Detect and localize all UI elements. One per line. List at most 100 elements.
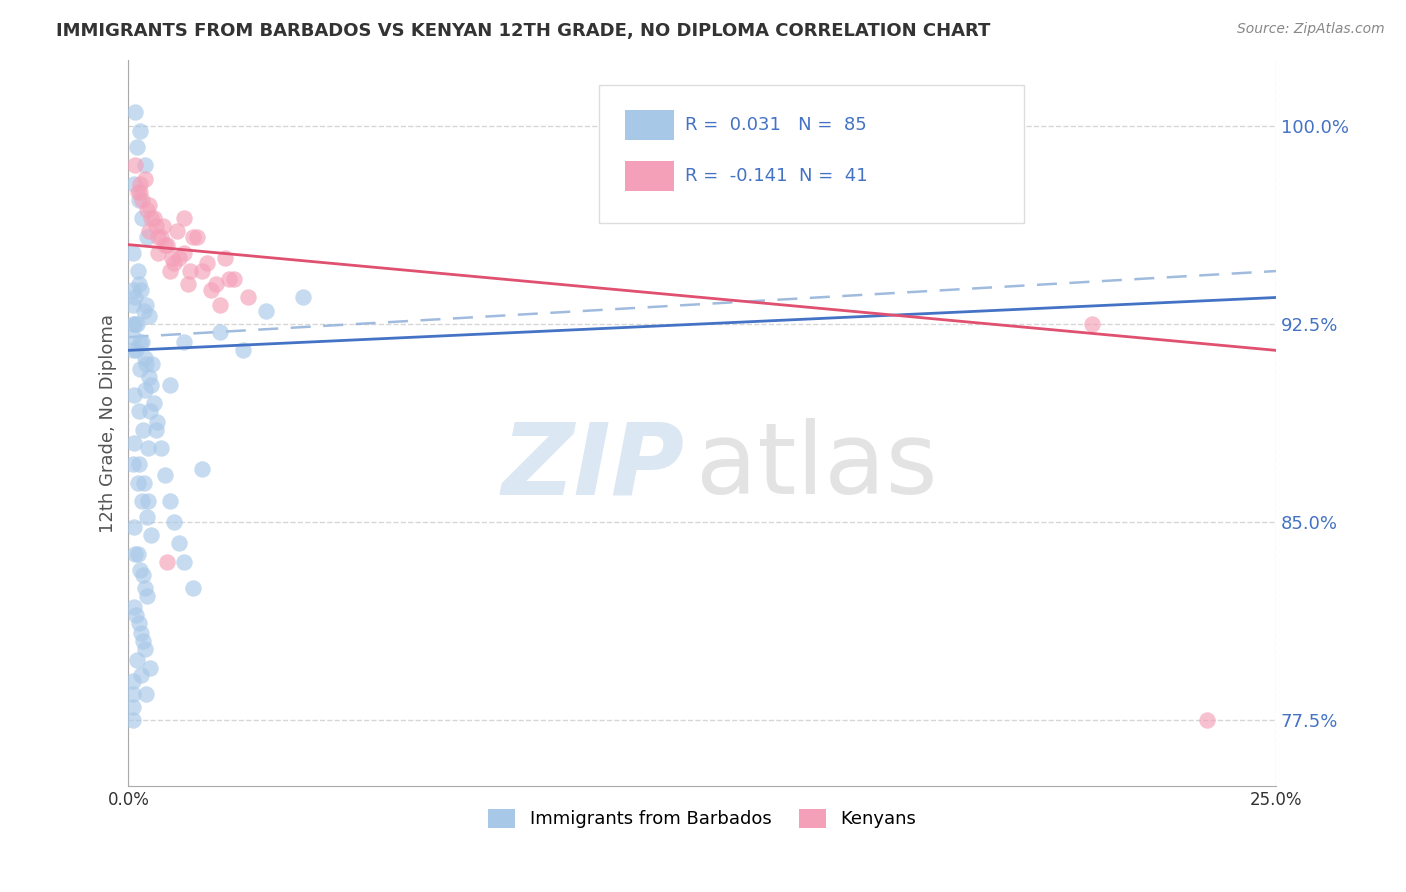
Text: Source: ZipAtlas.com: Source: ZipAtlas.com: [1237, 22, 1385, 37]
Point: [132, 475, 155, 490]
Point: [129, 177, 152, 191]
Point: [1081, 317, 1104, 331]
Point: [122, 457, 145, 471]
Point: [122, 700, 145, 714]
Point: [128, 193, 150, 207]
Point: [122, 520, 145, 534]
Point: [173, 245, 195, 260]
Point: [159, 264, 181, 278]
Point: [122, 245, 145, 260]
Point: [135, 298, 157, 312]
Text: ZIP: ZIP: [502, 418, 685, 516]
Point: [129, 626, 152, 640]
Point: [149, 229, 172, 244]
Point: [181, 229, 204, 244]
Point: [236, 291, 259, 305]
Point: [122, 298, 145, 312]
Text: R =  -0.141  N =  41: R = -0.141 N = 41: [685, 167, 868, 185]
Point: [141, 528, 163, 542]
Point: [167, 251, 190, 265]
Point: [218, 272, 240, 286]
Point: [124, 158, 146, 172]
Point: [134, 171, 156, 186]
Point: [1197, 714, 1219, 728]
Point: [163, 256, 186, 270]
Point: [138, 404, 160, 418]
Text: IMMIGRANTS FROM BARBADOS VS KENYAN 12TH GRADE, NO DIPLOMA CORRELATION CHART: IMMIGRANTS FROM BARBADOS VS KENYAN 12TH …: [56, 22, 991, 40]
Point: [134, 158, 156, 172]
Point: [200, 283, 222, 297]
Point: [159, 494, 181, 508]
Point: [148, 229, 170, 244]
Point: [145, 423, 167, 437]
Point: [191, 264, 214, 278]
Point: [134, 581, 156, 595]
Point: [131, 335, 153, 350]
Point: [152, 219, 174, 233]
Point: [209, 325, 232, 339]
Point: [125, 343, 148, 358]
Text: R =  0.031   N =  85: R = 0.031 N = 85: [685, 116, 866, 134]
Point: [153, 467, 176, 482]
Point: [122, 687, 145, 701]
Point: [135, 229, 157, 244]
Point: [122, 177, 145, 191]
Point: [135, 509, 157, 524]
Point: [153, 237, 176, 252]
Point: [122, 388, 145, 402]
Point: [173, 335, 195, 350]
Point: [129, 362, 152, 376]
Point: [139, 660, 162, 674]
Point: [132, 423, 155, 437]
Point: [142, 396, 165, 410]
FancyBboxPatch shape: [626, 161, 673, 191]
Point: [122, 343, 145, 358]
Point: [159, 377, 181, 392]
Point: [128, 457, 150, 471]
Point: [138, 369, 160, 384]
Point: [129, 185, 152, 199]
Point: [122, 317, 145, 331]
Point: [135, 203, 157, 218]
Point: [131, 211, 153, 226]
Point: [127, 264, 149, 278]
Point: [173, 555, 195, 569]
Point: [127, 547, 149, 561]
Point: [128, 277, 150, 292]
Point: [135, 687, 157, 701]
Point: [127, 185, 149, 199]
Point: [163, 515, 186, 529]
Point: [125, 652, 148, 666]
Point: [134, 351, 156, 366]
Point: [195, 256, 218, 270]
Point: [134, 642, 156, 657]
Point: [145, 219, 167, 233]
Point: [129, 124, 152, 138]
Point: [160, 251, 183, 265]
Point: [127, 475, 149, 490]
Point: [125, 140, 148, 154]
Point: [254, 303, 277, 318]
Point: [129, 563, 152, 577]
Point: [177, 277, 200, 292]
Point: [141, 211, 163, 226]
Point: [138, 198, 160, 212]
Point: [124, 547, 146, 561]
FancyBboxPatch shape: [599, 85, 1024, 223]
Point: [291, 291, 314, 305]
Point: [132, 634, 155, 648]
Point: [179, 264, 201, 278]
Point: [209, 298, 232, 312]
Point: [129, 335, 152, 350]
Point: [122, 283, 145, 297]
Y-axis label: 12th Grade, No Diploma: 12th Grade, No Diploma: [100, 314, 117, 533]
Point: [125, 607, 148, 622]
Point: [204, 277, 226, 292]
Point: [122, 714, 145, 728]
Point: [135, 357, 157, 371]
Point: [131, 668, 153, 682]
Point: [148, 245, 170, 260]
Legend: Immigrants from Barbados, Kenyans: Immigrants from Barbados, Kenyans: [481, 802, 924, 836]
Point: [127, 317, 149, 331]
Point: [124, 291, 146, 305]
